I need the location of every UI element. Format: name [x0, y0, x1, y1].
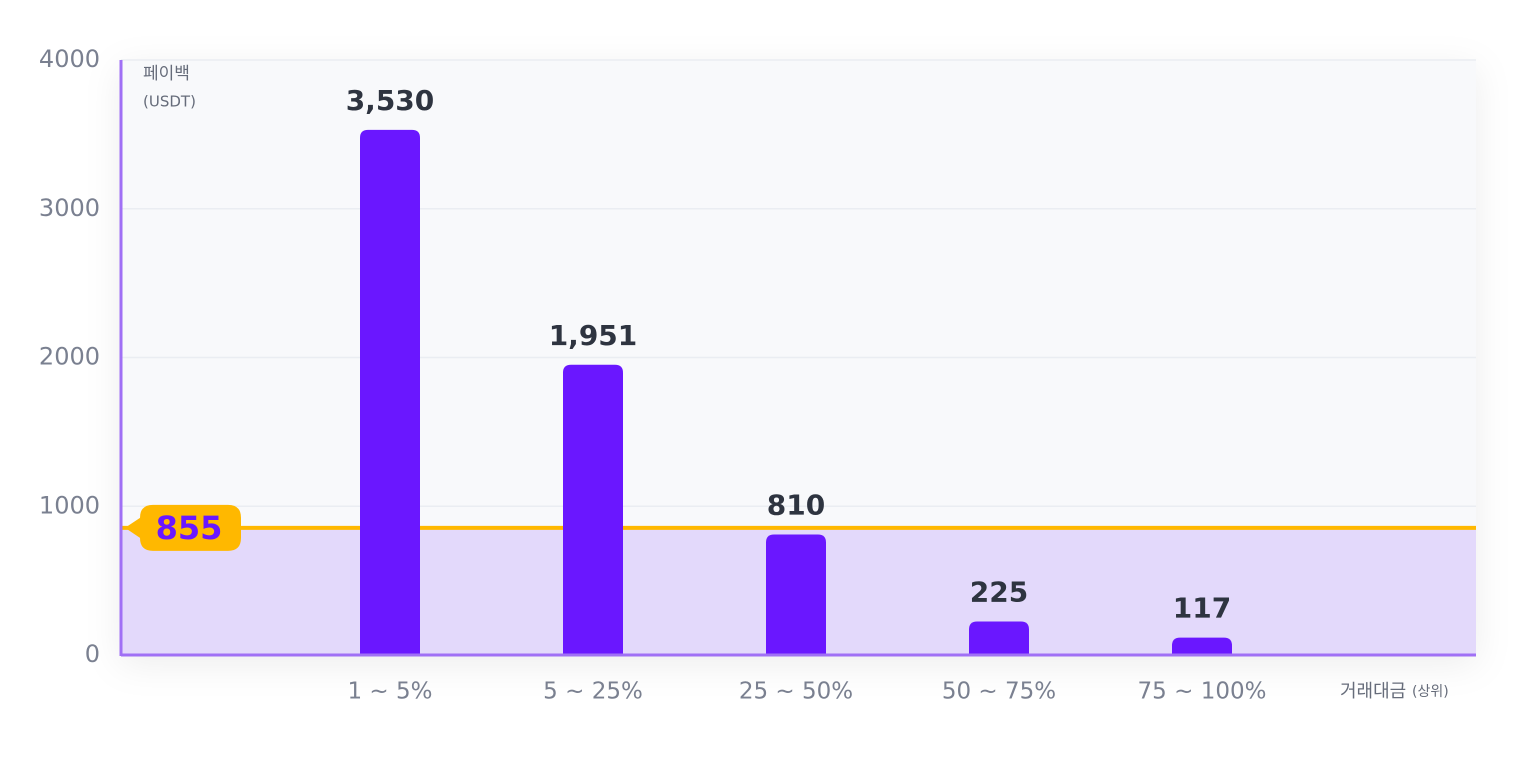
y-tick-label: 3000	[39, 194, 100, 222]
x-axis-label-text: 거래대금	[1340, 681, 1406, 702]
value-label: 225	[970, 576, 1028, 609]
reference-label: 855	[156, 509, 223, 547]
x-tick-label: 25 ~ 50%	[739, 679, 853, 705]
x-tick-label: 5 ~ 25%	[543, 679, 643, 705]
bar	[766, 534, 826, 655]
y-tick-label: 2000	[39, 343, 100, 371]
value-label: 117	[1173, 592, 1231, 625]
y-axis-label: 페이백	[143, 64, 190, 84]
value-label: 1,951	[549, 319, 638, 352]
reference-badge	[125, 504, 241, 551]
y-tick-label: 4000	[39, 45, 100, 73]
bar	[563, 364, 623, 655]
x-tick-label: 75 ~ 100%	[1138, 679, 1267, 705]
x-axis-label: 거래대금 (상위)	[1340, 681, 1449, 702]
x-tick-label: 50 ~ 75%	[942, 679, 1056, 705]
value-label: 810	[767, 489, 825, 522]
y-axis-unit: (USDT)	[143, 93, 196, 111]
bar	[360, 129, 420, 656]
value-label: 3,530	[346, 84, 435, 117]
x-tick-label: 1 ~ 5%	[347, 679, 432, 705]
y-tick-label: 0	[85, 640, 100, 668]
x-axis-unit: (상위)	[1412, 684, 1449, 700]
bar	[1172, 637, 1232, 655]
y-tick-label: 1000	[39, 491, 100, 519]
bar	[969, 621, 1029, 655]
